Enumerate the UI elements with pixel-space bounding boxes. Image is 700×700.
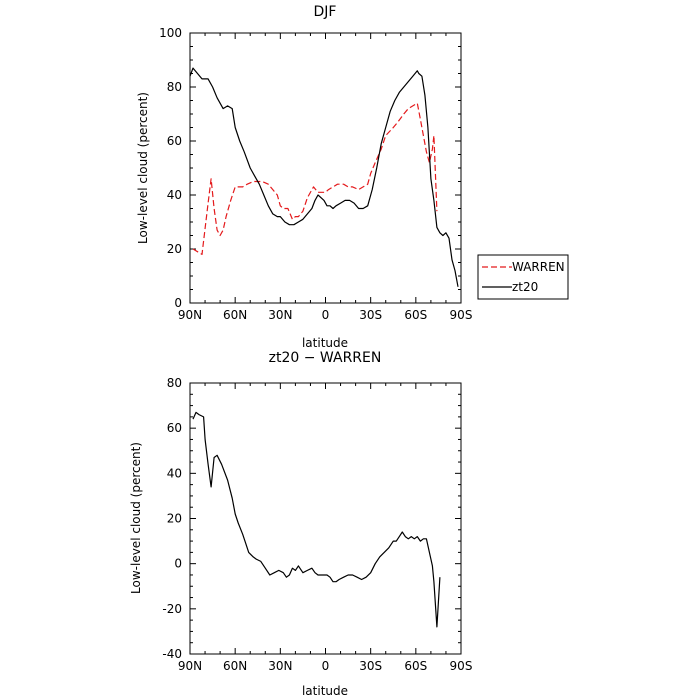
x-axis-label: latitude bbox=[302, 336, 348, 350]
tick-labels: 90N 60N 30N 0 30S 60S 90S 0 20 40 60 80 100 bbox=[159, 26, 472, 322]
y-tick-label: 20 bbox=[167, 242, 182, 256]
x-tick-label: 30N bbox=[268, 659, 292, 673]
panel-djf: DJF 90N 60N 30N 0 30S 60S 90S 0 20 40 60 80 100 lati… bbox=[136, 4, 569, 350]
legend-box bbox=[477, 254, 569, 300]
x-tick-label: 60S bbox=[404, 659, 427, 673]
x-tick-label: 30N bbox=[268, 308, 292, 322]
y-tick-label: 40 bbox=[167, 188, 182, 202]
panel-difference: zt20 − WARREN 90N 60N 30N 0 30S 60S 90S -40 -20 0… bbox=[129, 350, 472, 698]
plot-frame bbox=[189, 382, 462, 655]
chart-title: DJF bbox=[314, 4, 337, 20]
y-tick-label: 0 bbox=[174, 296, 182, 310]
x-tick-label: 60N bbox=[223, 659, 247, 673]
y-tick-label: -40 bbox=[162, 647, 182, 661]
legend-label-zt20: zt20 bbox=[512, 280, 538, 294]
x-tick-label: 0 bbox=[322, 659, 330, 673]
series-lines bbox=[189, 67, 459, 287]
series-line-zt20 bbox=[189, 67, 459, 287]
y-tick-label: 80 bbox=[167, 80, 182, 94]
x-tick-label: 90N bbox=[178, 308, 202, 322]
y-tick-label: 40 bbox=[167, 466, 182, 480]
tick-labels: 90N 60N 30N 0 30S 60S 90S -40 -20 0 20 40 60 80 bbox=[162, 376, 472, 673]
y-tick-label: 20 bbox=[167, 512, 182, 526]
tick-marks bbox=[189, 32, 462, 304]
y-tick-label: 80 bbox=[167, 376, 182, 390]
y-tick-label: 100 bbox=[159, 26, 182, 40]
x-tick-label: 30S bbox=[359, 659, 382, 673]
y-tick-label: 60 bbox=[167, 134, 182, 148]
series-line-warren bbox=[192, 102, 438, 255]
legend-label-warren: WARREN bbox=[512, 260, 565, 274]
x-tick-label: 90N bbox=[178, 659, 202, 673]
x-tick-label: 0 bbox=[322, 308, 330, 322]
plot-frame bbox=[189, 32, 462, 304]
x-tick-label: 30S bbox=[359, 308, 382, 322]
y-tick-label: 0 bbox=[174, 557, 182, 571]
y-tick-label: -20 bbox=[162, 602, 182, 616]
y-axis-label: Low-level cloud (percent) bbox=[129, 442, 143, 594]
x-axis-label: latitude bbox=[302, 684, 348, 698]
x-tick-label: 90S bbox=[450, 308, 473, 322]
y-axis-label: Low-level cloud (percent) bbox=[136, 92, 150, 244]
x-tick-label: 90S bbox=[450, 659, 473, 673]
x-tick-label: 60S bbox=[404, 308, 427, 322]
y-tick-label: 60 bbox=[167, 421, 182, 435]
tick-marks bbox=[189, 382, 462, 655]
series-lines bbox=[192, 411, 441, 628]
x-tick-label: 60N bbox=[223, 308, 247, 322]
legend: WARREN zt20 bbox=[477, 254, 569, 300]
chart-title: zt20 − WARREN bbox=[269, 350, 382, 366]
series-line-series-0 bbox=[192, 411, 441, 628]
